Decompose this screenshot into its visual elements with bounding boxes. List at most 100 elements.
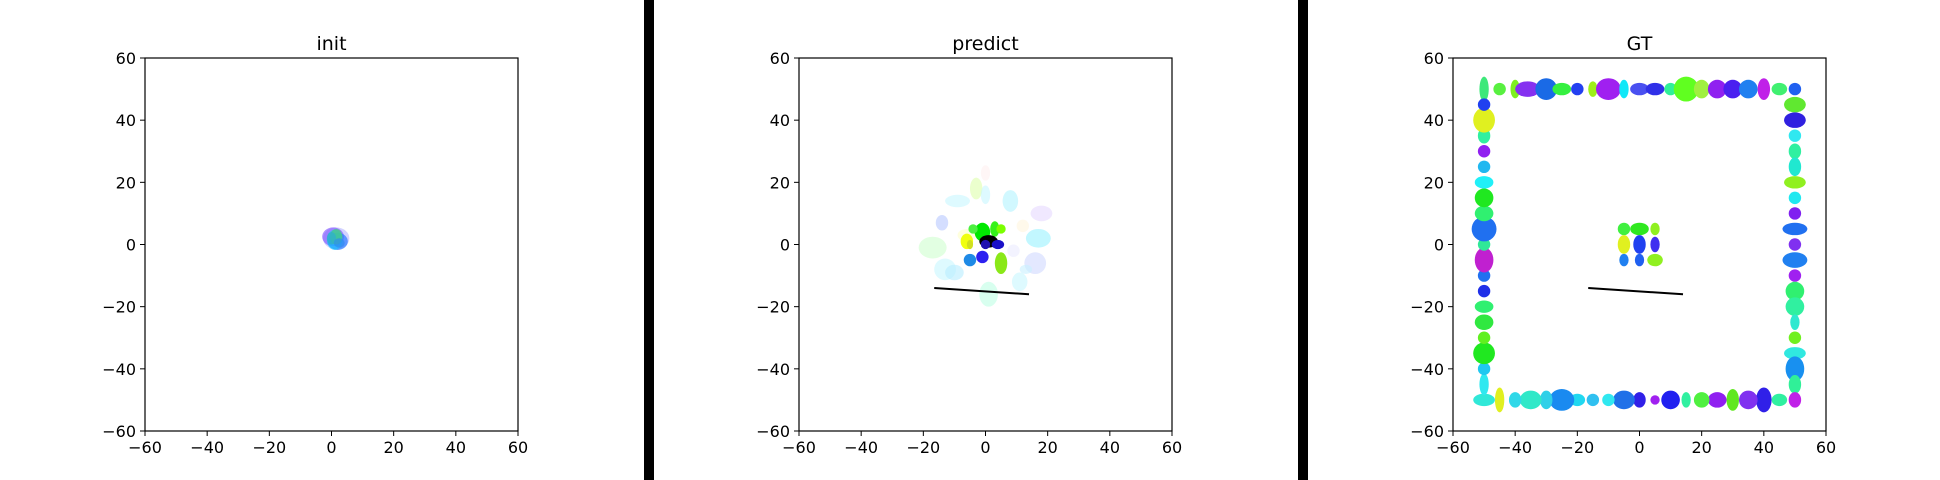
data-ellipse	[1473, 393, 1495, 407]
x-tick-label: 60	[1816, 438, 1836, 457]
y-tick-label: −60	[756, 422, 790, 441]
data-line	[1588, 287, 1684, 296]
data-marks	[1471, 76, 1808, 413]
data-ellipse	[980, 165, 991, 181]
x-tick-label: −40	[844, 438, 878, 457]
x-tick-label: 20	[383, 438, 403, 457]
data-ellipse	[945, 264, 964, 281]
data-ellipse	[1633, 392, 1646, 408]
y-tick-label: 40	[116, 111, 136, 130]
data-ellipse	[1477, 160, 1491, 174]
y-tick-label: 0	[126, 236, 136, 255]
data-ellipse	[1664, 82, 1677, 96]
data-marks	[322, 227, 350, 250]
x-tick-label: 40	[446, 438, 466, 457]
data-ellipse	[1011, 272, 1028, 292]
data-ellipse	[963, 253, 977, 267]
data-ellipse	[1477, 145, 1491, 158]
data-ellipse	[1707, 79, 1727, 99]
x-tick-label: 40	[1100, 438, 1120, 457]
data-ellipse	[1647, 253, 1663, 267]
data-ellipse	[1788, 129, 1802, 142]
data-ellipse	[1785, 356, 1805, 382]
chart-panel-init: −60 −40 −20 0 20 40 60 −60 −40 −20 0 20 40 60 init	[102, 33, 528, 457]
data-ellipse	[1785, 281, 1805, 301]
y-tick-label: 40	[770, 111, 790, 130]
data-ellipse	[1479, 76, 1489, 102]
data-ellipse	[1790, 314, 1800, 330]
y-tick-label: 60	[1424, 49, 1444, 68]
data-ellipse	[1788, 157, 1802, 177]
data-ellipse	[1784, 96, 1806, 113]
data-ellipse	[1588, 81, 1598, 97]
y-tick-label: 0	[1434, 236, 1444, 255]
x-tick-label: −20	[906, 438, 940, 457]
data-ellipse	[1473, 342, 1495, 365]
data-ellipse	[1571, 82, 1584, 96]
data-ellipse	[1474, 176, 1494, 189]
chart-title: GT	[1627, 33, 1653, 55]
data-ellipse	[1549, 389, 1575, 411]
data-ellipse	[1007, 244, 1020, 257]
data-ellipse	[1707, 392, 1727, 408]
data-ellipse	[1693, 392, 1710, 408]
data-ellipse	[1756, 387, 1772, 413]
data-ellipse	[1788, 331, 1802, 344]
data-ellipse	[1602, 393, 1615, 407]
y-tick-label: −40	[1410, 360, 1444, 379]
data-ellipse	[1633, 235, 1646, 254]
chart-panel-predict: −60 −40 −20 0 20 40 60 −60 −40 −20 0 20 40 60 predict	[756, 33, 1182, 457]
data-ellipse	[976, 250, 989, 264]
x-tick-label: 0	[1634, 438, 1644, 457]
data-ellipse	[1535, 78, 1558, 100]
data-ellipse	[1474, 205, 1494, 222]
x-tick-label: 60	[508, 438, 528, 457]
data-ellipse	[1634, 253, 1645, 267]
data-ellipse	[326, 232, 337, 245]
data-ellipse	[1019, 264, 1033, 275]
x-tick-label: 0	[326, 438, 336, 457]
y-tick-label: 20	[770, 173, 790, 192]
data-ellipse	[1681, 392, 1691, 408]
data-ellipse	[1016, 219, 1030, 233]
y-tick-label: 20	[1424, 173, 1444, 192]
data-ellipse	[980, 185, 991, 205]
data-ellipse	[969, 177, 983, 200]
y-tick-label: 60	[770, 49, 790, 68]
data-ellipse	[1474, 300, 1494, 313]
y-tick-label: 0	[780, 236, 790, 255]
x-tick-label: −60	[128, 438, 162, 457]
x-tick-label: 20	[1037, 438, 1057, 457]
data-ellipse	[1788, 238, 1802, 251]
data-ellipse	[1757, 78, 1771, 100]
data-ellipse	[1693, 79, 1710, 99]
data-ellipse	[1782, 252, 1808, 268]
data-ellipse	[980, 239, 991, 250]
data-ellipse	[1630, 82, 1649, 96]
data-ellipse	[1474, 314, 1494, 330]
data-ellipse	[996, 224, 1006, 234]
data-ellipse	[1784, 112, 1806, 128]
data-ellipse	[918, 236, 947, 259]
y-tick-label: −60	[102, 422, 136, 441]
data-ellipse	[1477, 331, 1491, 344]
data-ellipse	[994, 252, 1008, 275]
data-ellipse	[968, 224, 978, 234]
panel-separator	[1298, 0, 1308, 480]
data-ellipse	[1617, 222, 1631, 236]
data-ellipse	[1771, 393, 1788, 407]
data-ellipse	[1726, 389, 1739, 411]
data-ellipse	[990, 221, 1000, 237]
chart-title: init	[316, 33, 346, 55]
data-ellipse	[1630, 222, 1649, 236]
data-ellipse	[945, 194, 970, 208]
data-ellipse	[1477, 362, 1491, 376]
data-ellipse	[333, 238, 345, 248]
data-ellipse	[1617, 235, 1631, 254]
data-ellipse	[935, 214, 949, 231]
x-tick-label: −60	[782, 438, 816, 457]
data-ellipse	[1473, 107, 1495, 133]
x-tick-label: 40	[1754, 438, 1774, 457]
data-ellipse	[1030, 205, 1053, 222]
x-tick-label: −60	[1436, 438, 1470, 457]
